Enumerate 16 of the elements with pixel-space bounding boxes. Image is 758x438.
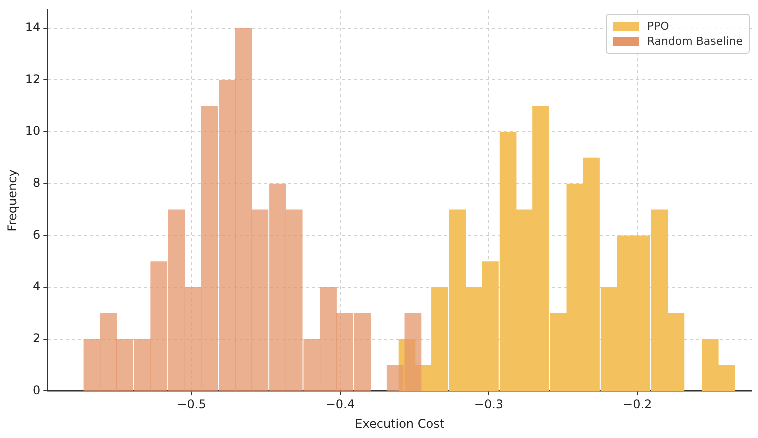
y-tick-label: 4: [33, 280, 41, 294]
x-tick-label: −0.4: [326, 398, 355, 412]
y-tick-label: 14: [25, 20, 41, 34]
legend-label: PPO: [647, 20, 670, 34]
x-tick-label: −0.2: [623, 398, 652, 412]
y-tick-label: 10: [25, 124, 41, 138]
x-axis-title: Execution Cost: [355, 416, 445, 431]
legend-label: Random Baseline: [647, 35, 743, 48]
y-axis-title: Frequency: [5, 170, 20, 232]
x-tick-label: −0.5: [177, 398, 206, 412]
y-tick-label: 12: [25, 72, 41, 86]
y-tick-label: 2: [33, 331, 41, 346]
x-tick-label: −0.3: [474, 398, 504, 412]
y-tick-label: 6: [33, 228, 41, 242]
y-tick-label: 8: [33, 176, 41, 190]
y-tick-label: 0: [33, 383, 41, 398]
